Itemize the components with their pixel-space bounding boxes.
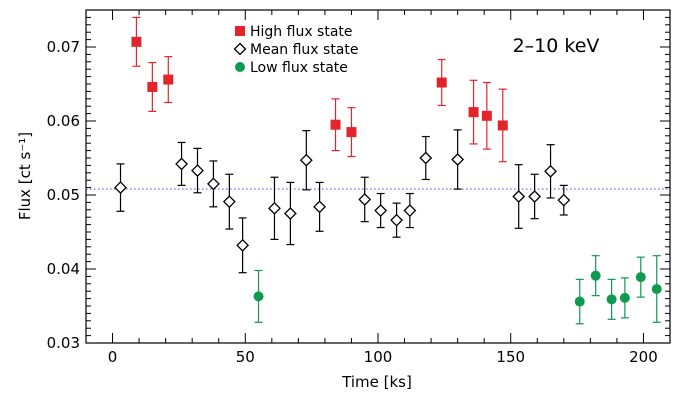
data-point — [481, 110, 492, 121]
data-point — [358, 193, 372, 206]
data-point — [131, 36, 142, 47]
data-point — [222, 195, 236, 209]
data-point — [512, 190, 526, 203]
x-tick-label: 0 — [108, 348, 118, 366]
data-series-layer — [114, 16, 662, 325]
x-tick-label: 200 — [629, 348, 658, 366]
data-point — [374, 204, 388, 217]
data-point — [419, 151, 433, 165]
data-point — [497, 120, 508, 131]
y-tick-label: 0.07 — [47, 38, 80, 56]
data-point — [147, 81, 158, 92]
axis-ticks: 0 50 100 150 200 0.03 0.04 0.05 0.06 0.07 — [47, 9, 671, 366]
data-point — [390, 213, 404, 227]
data-point — [253, 291, 264, 302]
y-tick-label: 0.06 — [47, 112, 80, 130]
data-point — [299, 153, 313, 167]
data-point — [236, 238, 250, 252]
x-tick-label: 50 — [236, 348, 255, 366]
data-point — [191, 164, 204, 177]
x-axis-label: Time [ks] — [341, 373, 412, 391]
data-point — [651, 283, 662, 294]
data-point — [528, 190, 542, 203]
data-point — [206, 177, 220, 191]
data-point — [606, 294, 617, 305]
data-point — [468, 107, 479, 118]
data-point — [313, 200, 327, 214]
legend: High flux state Mean flux state Low flux s… — [233, 24, 359, 76]
data-point — [451, 153, 465, 166]
legend-label: Low flux state — [250, 60, 348, 76]
legend-marker — [233, 42, 247, 56]
series-open-diamond — [114, 129, 571, 274]
data-point — [163, 74, 174, 85]
data-point — [175, 157, 188, 171]
data-point — [283, 207, 297, 220]
data-point — [557, 193, 571, 207]
legend-label: High flux state — [250, 24, 353, 40]
legend-marker — [235, 62, 245, 72]
y-tick-label: 0.03 — [47, 334, 80, 352]
legend-marker — [235, 26, 245, 36]
y-axis-label: Flux [ct s⁻¹] — [16, 132, 34, 220]
data-point — [590, 270, 601, 281]
y-tick-label: 0.04 — [47, 260, 80, 278]
y-tick-label: 0.05 — [47, 186, 80, 204]
legend-label: Mean flux state — [250, 42, 359, 58]
data-point — [544, 164, 557, 178]
series-filled-circle — [253, 255, 662, 325]
x-tick-label: 100 — [364, 348, 393, 366]
series-filled-square — [131, 16, 508, 163]
data-point — [346, 127, 357, 138]
data-point — [403, 204, 417, 217]
data-point — [619, 292, 630, 303]
data-point — [436, 77, 447, 88]
data-point — [268, 201, 281, 215]
data-point — [635, 272, 646, 283]
plot-frame — [85, 9, 671, 344]
x-tick-label: 150 — [496, 348, 525, 366]
data-point — [114, 181, 127, 195]
energy-band-annotation: 2–10 keV — [513, 35, 600, 57]
data-point — [330, 119, 341, 130]
data-point — [574, 296, 585, 307]
